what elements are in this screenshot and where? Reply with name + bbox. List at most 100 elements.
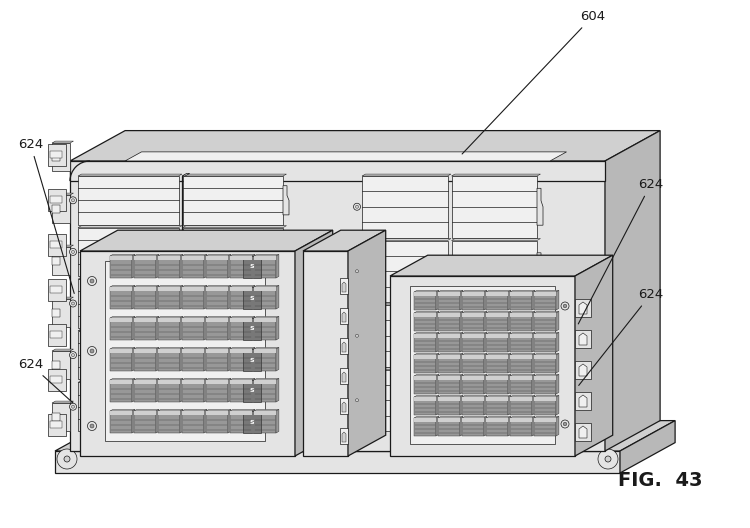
- Polygon shape: [50, 196, 62, 203]
- Polygon shape: [414, 397, 436, 401]
- Polygon shape: [340, 368, 348, 384]
- Polygon shape: [52, 413, 60, 421]
- Text: FIG.  43: FIG. 43: [618, 470, 702, 489]
- Polygon shape: [410, 286, 555, 444]
- Polygon shape: [575, 423, 591, 441]
- Polygon shape: [283, 237, 289, 267]
- Polygon shape: [78, 176, 178, 224]
- Polygon shape: [436, 417, 439, 436]
- Polygon shape: [52, 403, 70, 431]
- Polygon shape: [158, 318, 180, 322]
- Polygon shape: [486, 312, 511, 313]
- Polygon shape: [52, 257, 60, 265]
- Polygon shape: [182, 409, 207, 411]
- Polygon shape: [180, 286, 183, 309]
- Polygon shape: [276, 347, 279, 371]
- Polygon shape: [55, 451, 620, 473]
- Polygon shape: [252, 316, 255, 340]
- Polygon shape: [436, 290, 439, 310]
- Polygon shape: [462, 313, 484, 317]
- Ellipse shape: [198, 295, 206, 313]
- Polygon shape: [534, 376, 556, 380]
- Polygon shape: [534, 333, 559, 334]
- Polygon shape: [486, 397, 508, 415]
- Polygon shape: [362, 176, 448, 238]
- Polygon shape: [125, 152, 566, 161]
- Polygon shape: [158, 411, 180, 433]
- Polygon shape: [510, 313, 532, 331]
- Polygon shape: [228, 286, 231, 309]
- Polygon shape: [462, 376, 484, 394]
- Polygon shape: [362, 303, 451, 305]
- Polygon shape: [206, 318, 228, 340]
- Circle shape: [70, 352, 76, 359]
- Polygon shape: [362, 240, 448, 302]
- Polygon shape: [206, 379, 231, 380]
- Polygon shape: [110, 411, 132, 433]
- Polygon shape: [414, 376, 436, 394]
- Polygon shape: [438, 376, 460, 394]
- Polygon shape: [158, 380, 180, 384]
- Polygon shape: [110, 318, 132, 322]
- Polygon shape: [534, 418, 556, 436]
- Circle shape: [70, 300, 76, 307]
- Polygon shape: [537, 317, 543, 354]
- Polygon shape: [230, 318, 252, 322]
- Polygon shape: [534, 355, 556, 359]
- Polygon shape: [252, 254, 255, 278]
- Polygon shape: [206, 287, 228, 291]
- Polygon shape: [230, 347, 255, 349]
- Polygon shape: [534, 417, 559, 418]
- Polygon shape: [438, 355, 460, 359]
- Polygon shape: [204, 286, 207, 309]
- Polygon shape: [510, 292, 532, 310]
- Polygon shape: [414, 395, 439, 397]
- Polygon shape: [105, 261, 265, 441]
- Polygon shape: [534, 397, 556, 401]
- Polygon shape: [204, 316, 207, 340]
- Text: S: S: [250, 420, 254, 425]
- Circle shape: [71, 302, 74, 305]
- Polygon shape: [276, 254, 279, 278]
- Circle shape: [90, 424, 94, 428]
- Polygon shape: [462, 417, 487, 418]
- Polygon shape: [182, 331, 283, 380]
- Polygon shape: [254, 287, 276, 291]
- Circle shape: [356, 334, 358, 337]
- Polygon shape: [452, 174, 541, 176]
- Polygon shape: [534, 312, 559, 313]
- Polygon shape: [156, 316, 159, 340]
- Polygon shape: [414, 334, 436, 338]
- Polygon shape: [52, 205, 60, 213]
- Polygon shape: [486, 292, 508, 296]
- Polygon shape: [414, 313, 436, 331]
- Polygon shape: [486, 397, 508, 401]
- Polygon shape: [110, 347, 135, 349]
- Polygon shape: [438, 374, 463, 376]
- Polygon shape: [362, 367, 451, 370]
- Polygon shape: [230, 316, 255, 318]
- Polygon shape: [486, 376, 508, 394]
- Polygon shape: [534, 374, 559, 376]
- Polygon shape: [532, 417, 535, 436]
- Polygon shape: [510, 292, 532, 296]
- Polygon shape: [52, 245, 74, 247]
- Polygon shape: [206, 256, 228, 260]
- Polygon shape: [206, 411, 228, 415]
- Polygon shape: [414, 418, 436, 422]
- Polygon shape: [134, 286, 159, 287]
- Polygon shape: [436, 353, 439, 373]
- Polygon shape: [182, 411, 204, 433]
- Polygon shape: [52, 297, 74, 299]
- Circle shape: [70, 197, 76, 204]
- Polygon shape: [134, 349, 156, 353]
- Polygon shape: [486, 376, 508, 380]
- Polygon shape: [50, 241, 62, 248]
- Polygon shape: [254, 347, 279, 349]
- Polygon shape: [182, 380, 204, 402]
- Text: S: S: [250, 357, 254, 363]
- Polygon shape: [182, 349, 204, 353]
- Polygon shape: [158, 256, 180, 260]
- Polygon shape: [340, 308, 348, 324]
- Polygon shape: [452, 367, 541, 370]
